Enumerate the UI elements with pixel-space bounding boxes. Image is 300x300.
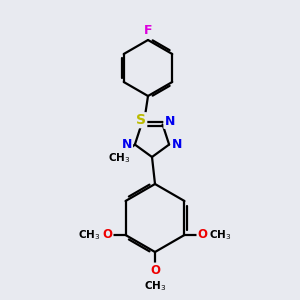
Text: CH$_3$: CH$_3$: [108, 152, 130, 166]
Text: CH$_3$: CH$_3$: [144, 279, 166, 293]
Text: N: N: [172, 138, 182, 151]
Text: N: N: [122, 138, 132, 151]
Text: CH$_3$: CH$_3$: [209, 228, 232, 242]
Text: S: S: [136, 113, 146, 127]
Text: O: O: [103, 229, 112, 242]
Text: CH$_3$: CH$_3$: [78, 228, 101, 242]
Text: O: O: [197, 229, 207, 242]
Text: F: F: [144, 25, 152, 38]
Text: N: N: [164, 115, 175, 128]
Text: O: O: [150, 263, 160, 277]
